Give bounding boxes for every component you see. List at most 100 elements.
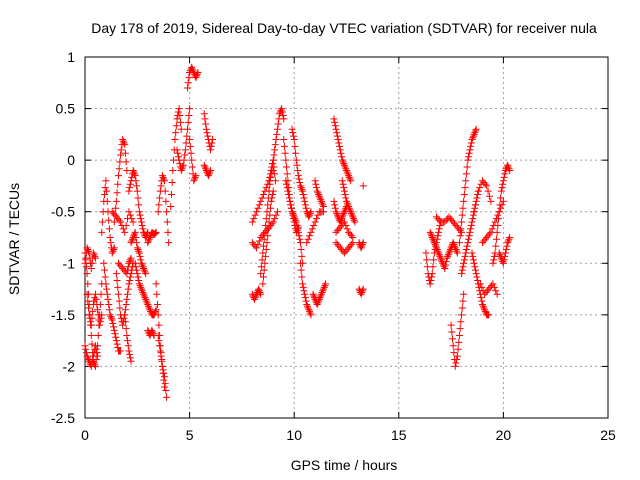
data-point [104,295,112,303]
data-point [102,177,110,185]
data-point [184,125,192,133]
data-point [296,239,304,247]
data-point [187,149,195,157]
data-point [107,313,115,321]
data-point [248,218,256,226]
data-point [306,309,314,317]
data-point [437,256,445,264]
data-point [121,141,129,149]
series-arc-k4 [489,161,514,267]
data-point [124,285,132,293]
data-point [207,146,215,154]
x-axis-label: GPS time / hours [291,457,398,473]
series-arc-g5 [259,187,277,288]
data-point [307,208,315,216]
data-point [458,311,466,319]
data-point [83,244,91,252]
data-point [357,290,365,298]
data-point [442,261,450,269]
data-point [299,280,307,288]
data-point [317,290,325,298]
data-point [84,246,92,254]
data-point [174,149,182,157]
data-point [131,172,139,180]
data-point [301,197,309,205]
data-point [476,280,484,288]
data-point [317,197,325,205]
data-point [87,264,95,272]
data-point [454,345,462,353]
data-point [93,349,101,357]
y-tick-label: 0 [67,152,75,168]
x-tick-label: 25 [600,427,616,443]
data-point [152,306,160,314]
data-point [110,218,118,226]
data-point [311,218,319,226]
data-point [448,335,456,343]
data-point [185,111,193,119]
data-point [497,204,505,212]
data-point [296,178,304,186]
data-point [152,280,160,288]
data-point [87,362,95,370]
data-point [125,347,133,355]
data-point [169,166,177,174]
data-point [84,247,92,255]
data-point [471,263,479,271]
data-point [145,235,153,243]
data-point [469,215,477,223]
data-point [283,170,291,178]
data-point [87,361,95,369]
data-point [106,234,114,241]
data-point [164,228,172,236]
data-point [314,299,322,307]
data-point [301,290,309,298]
data-point [122,325,130,333]
data-point [331,122,339,130]
data-point [253,244,261,252]
data-point [427,230,435,238]
data-point [148,326,156,334]
data-point [311,177,319,185]
data-point [443,254,451,262]
data-point [457,318,465,326]
data-point [84,297,92,305]
data-point [153,290,161,298]
data-point [433,246,441,254]
data-point [177,118,185,126]
data-point [335,139,343,147]
data-point [430,256,438,264]
data-point [490,252,498,260]
data-point [448,328,456,336]
data-point [202,125,210,133]
data-point [156,347,164,355]
data-point [426,228,434,236]
y-tick-label: -0.5 [51,204,75,220]
data-point [315,295,323,303]
data-point [131,228,139,236]
series-arc-a4 [81,244,99,272]
series-arc-d1 [125,166,152,241]
data-point [132,263,140,271]
data-point [114,172,122,180]
data-point [472,270,480,278]
data-point [146,306,154,314]
data-point [502,246,510,254]
data-point [345,173,353,181]
data-point [84,304,92,312]
data-point [93,301,101,309]
data-point [121,311,129,319]
data-point [445,249,453,257]
data-point [91,294,99,302]
data-point [84,280,92,288]
data-point [173,146,181,154]
data-point [137,285,145,293]
data-point [430,237,438,245]
data-point [450,240,458,248]
data-point [128,215,136,223]
data-point [259,280,267,288]
data-point [280,115,288,123]
data-point [191,173,199,181]
series-arc-f3 [184,63,202,92]
